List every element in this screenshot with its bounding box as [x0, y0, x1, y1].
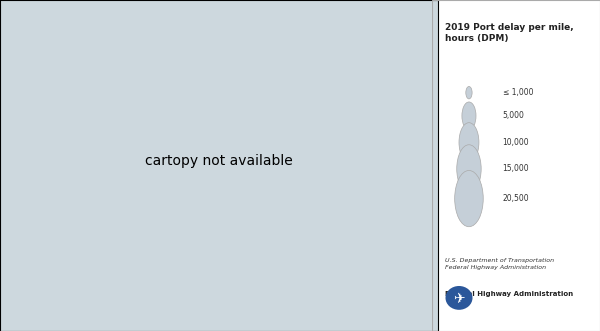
Circle shape [459, 123, 479, 162]
Circle shape [445, 286, 473, 310]
Text: U.S. Department of Transportation
Federal Highway Administration: U.S. Department of Transportation Federa… [445, 258, 554, 270]
Text: ≤ 1,000: ≤ 1,000 [503, 88, 533, 97]
Text: 15,000: 15,000 [503, 164, 529, 173]
Text: cartopy not available: cartopy not available [145, 155, 293, 168]
Circle shape [457, 145, 481, 193]
Circle shape [466, 86, 472, 99]
Circle shape [455, 170, 483, 227]
Text: 20,500: 20,500 [503, 194, 529, 203]
Text: 10,000: 10,000 [503, 138, 529, 147]
Text: ✈: ✈ [453, 291, 465, 305]
Text: Federal Highway Administration: Federal Highway Administration [445, 291, 574, 297]
Text: 2019 Port delay per mile,
hours (DPM): 2019 Port delay per mile, hours (DPM) [445, 23, 574, 43]
Text: 5,000: 5,000 [503, 111, 524, 120]
Circle shape [462, 102, 476, 130]
